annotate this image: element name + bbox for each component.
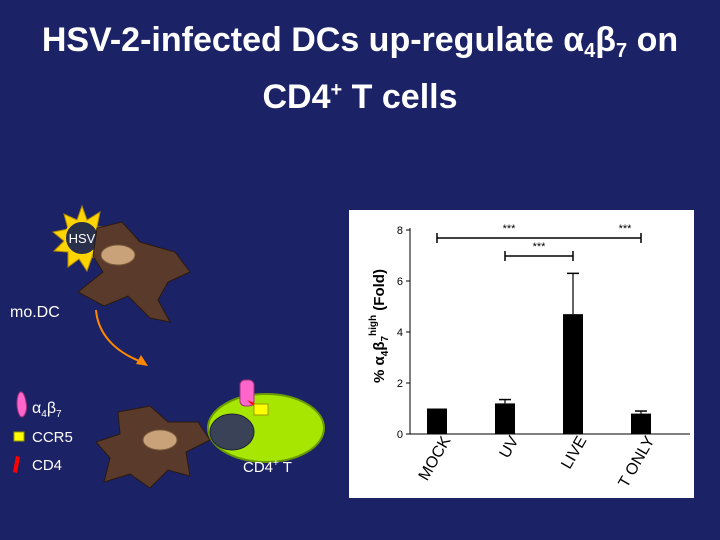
bar — [631, 413, 651, 434]
legend-label-cd4: CD4 — [32, 457, 62, 474]
tcell-label: CD4+ T — [243, 458, 292, 476]
a4b7-icon — [16, 391, 27, 418]
legend-label-ccr5: CCR5 — [32, 429, 73, 446]
chart-background — [349, 210, 694, 498]
title-line-1: HSV-2-infected DCs up-regulate α4β7 on — [41, 21, 679, 62]
y-tick-label: 0 — [397, 429, 403, 441]
y-tick-label: 4 — [397, 327, 403, 339]
virus-label: HSV — [69, 231, 96, 246]
cd4-icon — [13, 456, 20, 473]
y-axis-label: % α4β7high (Fold) — [368, 269, 391, 383]
legend-item-a4b7: α4β7 — [16, 391, 62, 420]
significance-label: *** — [619, 223, 633, 235]
legend: α4β7 CCR5 CD4 — [13, 391, 73, 474]
ccr5-icon — [13, 431, 25, 442]
significance-label: *** — [533, 241, 547, 253]
dc-cell-icon — [77, 221, 191, 323]
bars — [427, 272, 651, 434]
arrow-icon — [95, 309, 148, 366]
legend-item-cd4: CD4 — [13, 456, 62, 474]
dc-label: mo.DC — [10, 304, 60, 321]
bar — [563, 314, 583, 434]
significance-label: *** — [503, 223, 517, 235]
y-tick-label: 6 — [397, 276, 403, 288]
bar — [427, 408, 447, 434]
bar — [495, 403, 515, 434]
legend-label-a4b7: α4β7 — [32, 400, 62, 420]
legend-item-ccr5: CCR5 — [13, 429, 73, 446]
tcell-icon — [207, 379, 325, 463]
title-line-2: CD4+ T cells — [262, 78, 458, 116]
significance-brackets: *** *** *** — [436, 223, 642, 261]
y-tick-label: 2 — [397, 378, 403, 390]
y-tick-label: 8 — [397, 225, 403, 237]
dc-cell-icon-2 — [95, 405, 211, 489]
